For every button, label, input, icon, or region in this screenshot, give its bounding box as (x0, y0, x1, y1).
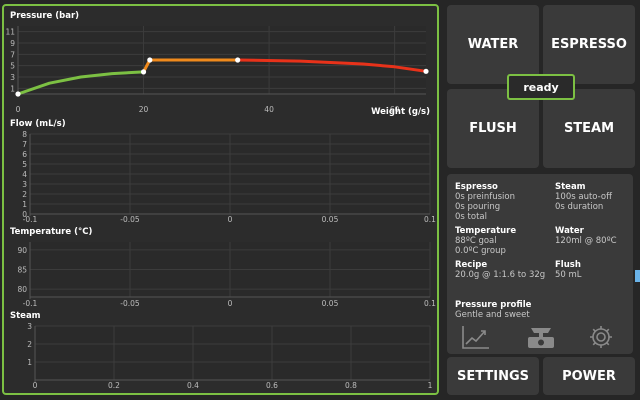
steam-info-line: 0s duration (555, 202, 604, 212)
temperature-x-tick-label: 0 (228, 299, 233, 308)
flow-y-tick-label: 1 (22, 200, 27, 209)
profile-info-title: Pressure profile (455, 300, 532, 310)
steam-x-tick-label: 0 (33, 381, 38, 390)
espresso-info-title: Espresso (455, 182, 498, 192)
pressure-x-tick-label: 40 (264, 105, 274, 114)
steam-info-line: 100s auto-off (555, 192, 612, 202)
steam-info-title: Steam (555, 182, 586, 192)
water-button-label: WATER (467, 37, 519, 52)
recipe-info-title: Recipe (455, 260, 488, 270)
pressure-data-point (140, 69, 147, 75)
steam-x-tick-label: 0.4 (187, 381, 199, 390)
pressure-data-point (235, 57, 241, 63)
pressure-chart-title: Pressure (bar) (10, 11, 79, 21)
settings-button-label: SETTINGS (456, 368, 530, 384)
temperature-chart-title: Temperature (°C) (10, 227, 92, 237)
flow-x-tick-label: 0.1 (424, 215, 436, 224)
flush-info-line: 50 mL (555, 270, 582, 280)
steam-plot-area (35, 326, 430, 380)
steam-x-tick-label: 0.6 (266, 381, 278, 390)
graph-panel: Pressure (bar) 11 9 7 5 3 1 0 20 40 60 Weight (g/s)… (2, 4, 439, 395)
temperature-y-tick-label: 90 (17, 246, 27, 255)
flow-y-tick-label: 4 (22, 170, 27, 179)
flow-x-tick-label: 0 (228, 215, 233, 224)
steam-x-tick-label: 0.2 (108, 381, 120, 390)
espresso-info-line: 0s pouring (455, 202, 501, 212)
flow-x-tick-label: -0.05 (120, 215, 140, 224)
pressure-y-tick-label: 11 (5, 28, 15, 37)
espresso-info-line: 0s total (455, 212, 487, 222)
pressure-y-tick-label: 7 (10, 50, 15, 59)
flow-y-tick-label: 6 (22, 150, 27, 159)
steam-y-tick-label: 3 (27, 322, 32, 331)
flow-y-tick-label: 5 (22, 160, 27, 169)
temperature-x-tick-label: 0.1 (424, 299, 436, 308)
settings-button[interactable]: SETTINGS (447, 357, 539, 395)
water-info-line: 120ml @ 80ºC (555, 236, 617, 246)
steam-button[interactable]: STEAM (543, 89, 635, 168)
scrollbar-handle[interactable] (635, 270, 640, 282)
pressure-series-line-0 (16, 70, 145, 96)
steam-button-label: STEAM (563, 121, 615, 136)
flush-button[interactable]: FLUSH (447, 89, 539, 168)
flow-x-tick-label: 0.05 (322, 215, 339, 224)
profile-info-value: Gentle and sweet (455, 310, 530, 320)
espresso-button[interactable]: ESPRESSO (543, 5, 635, 84)
power-button[interactable]: POWER (543, 357, 635, 395)
pressure-series-line-2 (236, 58, 428, 73)
water-button[interactable]: WATER (447, 5, 539, 84)
steam-chart-title: Steam (10, 311, 41, 321)
steam-x-tick-label: 0.8 (345, 381, 357, 390)
steam-y-tick-label: 1 (27, 358, 32, 367)
flow-chart-title: Flow (mL/s) (10, 119, 66, 129)
pressure-x-tick-label: 60 (390, 105, 400, 114)
temperature-y-tick-label: 85 (17, 266, 27, 275)
pressure-y-tick-label: 1 (10, 84, 15, 93)
pressure-y-tick-label: 3 (10, 73, 15, 82)
gear-icon[interactable] (588, 324, 614, 350)
temperature-x-tick-label: -0.05 (120, 299, 140, 308)
pressure-y-tick-label: 9 (10, 39, 15, 48)
pressure-y-tick-label: 5 (10, 62, 15, 71)
power-button-label: POWER (562, 368, 616, 384)
info-panel: Espresso 0s preinfusion 0s pouring 0s to… (447, 174, 633, 354)
pressure-data-point (15, 91, 21, 97)
pressure-x-axis-label: Weight (g/s) (371, 107, 430, 117)
flow-y-tick-label: 0 (22, 210, 27, 219)
pressure-x-tick-label: 0 (16, 105, 21, 114)
steam-x-tick-label: 1 (428, 381, 433, 390)
temperature-x-tick-label: -0.1 (23, 299, 38, 308)
scale-icon[interactable] (525, 324, 557, 350)
temperature-y-tick-label: 80 (17, 285, 27, 294)
flow-y-tick-label: 7 (22, 140, 27, 149)
pressure-data-point (423, 68, 429, 74)
espresso-button-label: ESPRESSO (551, 37, 627, 52)
temperature-x-tick-label: 0.05 (322, 299, 339, 308)
espresso-info-line: 0s preinfusion (455, 192, 515, 202)
flow-y-tick-label: 3 (22, 180, 27, 189)
water-info-title: Water (555, 226, 584, 236)
pressure-data-point (147, 57, 153, 63)
flow-y-tick-label: 8 (22, 130, 27, 139)
pressure-x-tick-label: 20 (139, 105, 149, 114)
flush-button-label: FLUSH (469, 121, 517, 136)
flush-info-title: Flush (555, 260, 581, 270)
flow-y-tick-label: 2 (22, 190, 27, 199)
chart-icon[interactable] (461, 324, 491, 350)
flow-x-tick-label: -0.1 (23, 215, 38, 224)
steam-y-tick-label: 2 (27, 340, 32, 349)
temperature-info-title: Temperature (455, 226, 517, 236)
temperature-info-line: 88ºC goal (455, 236, 497, 246)
status-badge: ready (507, 74, 575, 100)
recipe-info-line: 20.0g @ 1:1.6 to 32g (455, 270, 546, 280)
temperature-info-line: 0.0ºC group (455, 246, 506, 256)
